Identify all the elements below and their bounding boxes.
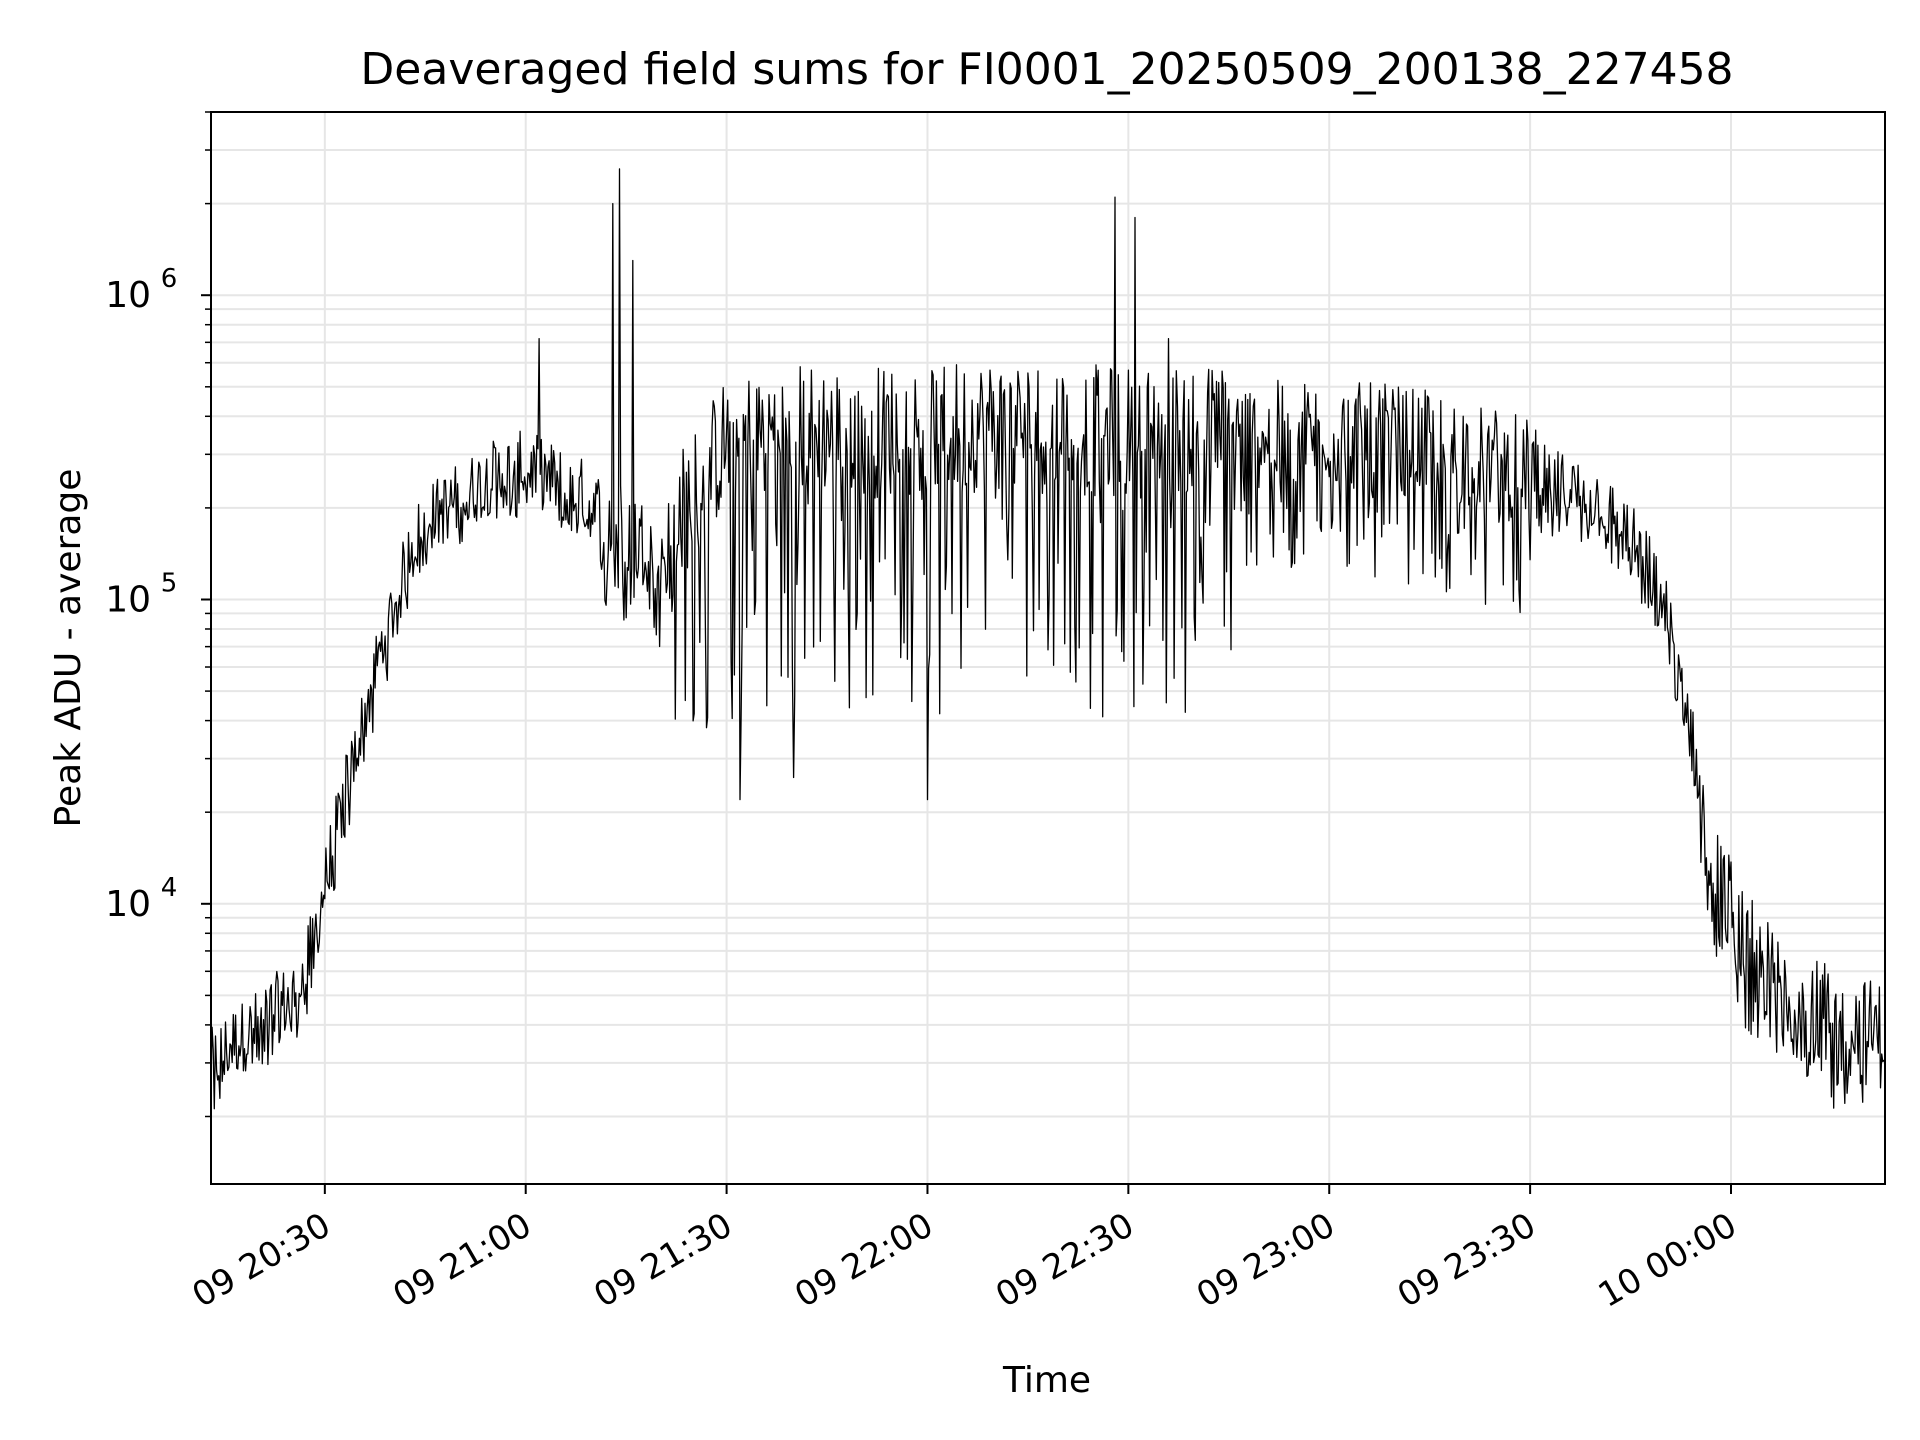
x-tick-label: 09 22:30 <box>989 1205 1141 1316</box>
plot-frame <box>210 111 1886 1185</box>
x-tick-label: 09 21:00 <box>387 1205 539 1316</box>
x-tick-label: 09 21:30 <box>587 1205 739 1316</box>
x-tick-label: 09 23:30 <box>1391 1205 1543 1316</box>
x-axis: 09 20:30 09 21:00 09 21:30 09 22:00 09 22:30… <box>186 1184 1744 1316</box>
y-tick-label: 10 <box>105 884 151 925</box>
chart-title: Deaveraged field sums for FI0001_2025050… <box>360 44 1733 95</box>
y-tick-exponent: 6 <box>161 264 178 294</box>
series-layer <box>210 168 1886 1110</box>
series-line <box>210 168 1886 1110</box>
y-tick-exponent: 5 <box>161 569 178 599</box>
grid <box>211 111 1885 1184</box>
y-tick-label: 10 <box>105 580 151 621</box>
x-tick-label: 09 23:00 <box>1190 1205 1342 1316</box>
x-tick-label: 09 20:30 <box>186 1205 338 1316</box>
y-tick-exponent: 4 <box>161 873 178 903</box>
x-axis-label: Time <box>1002 1360 1091 1401</box>
y-axis-label: Peak ADU - average <box>48 469 89 828</box>
x-tick-label: 09 22:00 <box>788 1205 940 1316</box>
x-tick-label: 10 00:00 <box>1592 1205 1744 1316</box>
y-axis: 10 4 10 5 10 6 <box>105 111 211 1118</box>
y-tick-label: 10 <box>105 275 151 316</box>
